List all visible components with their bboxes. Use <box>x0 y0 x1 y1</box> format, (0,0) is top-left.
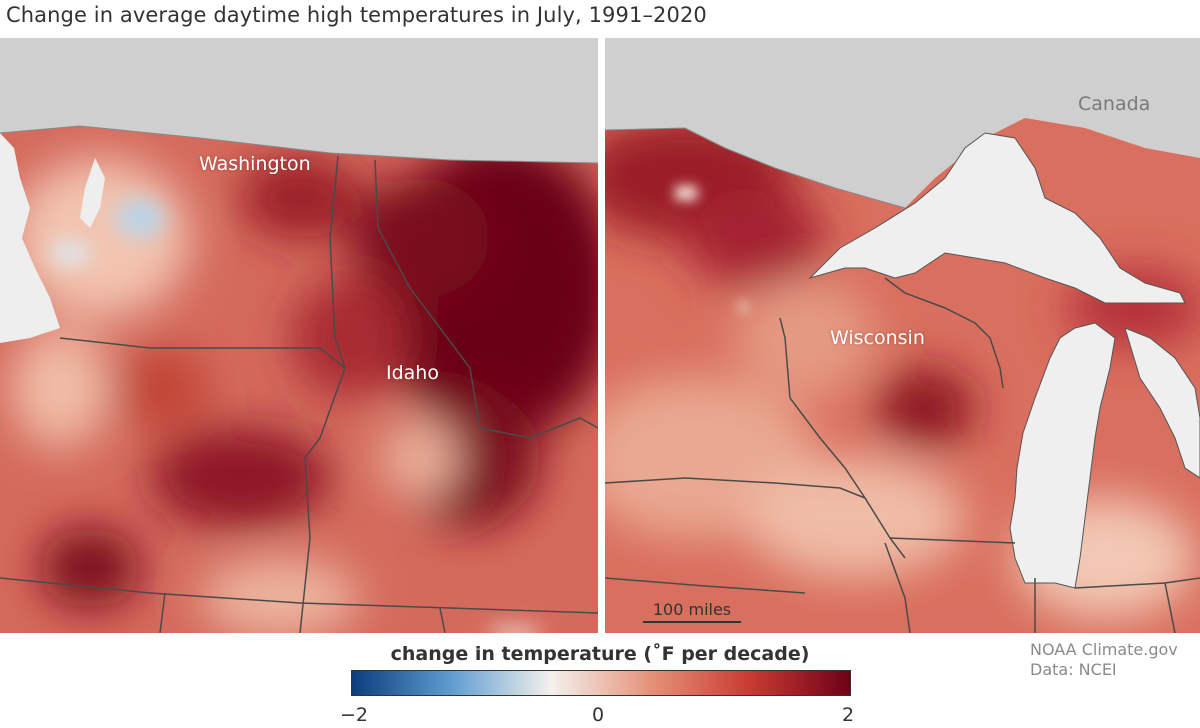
map-panel-east <box>605 38 1200 633</box>
state-borders-west <box>0 155 598 633</box>
panel-divider <box>598 38 605 633</box>
puget-sound <box>80 158 105 228</box>
map-east-svg <box>605 38 1200 633</box>
temperature-anomaly-field-west <box>0 126 598 633</box>
map-west-svg <box>0 38 598 633</box>
lake-michigan <box>1009 322 1116 589</box>
scale-bar-line <box>643 621 741 623</box>
credit-data: Data: NCEI <box>1030 660 1117 679</box>
lake-superior <box>808 132 1186 304</box>
legend-color-ramp <box>351 670 851 696</box>
credit-block: NOAA Climate.gov Data: NCEI <box>1030 640 1198 680</box>
legend-tick-min: −2 <box>340 704 369 726</box>
map-title: Change in average daytime high temperatu… <box>6 3 707 27</box>
legend-tick-mid: 0 <box>592 704 605 726</box>
legend-title: change in temperature (˚F per decade) <box>390 643 810 665</box>
country-label-canada: Canada <box>1078 93 1151 115</box>
canada-border-east <box>605 127 906 209</box>
pacific-ocean <box>0 133 60 343</box>
lake-huron <box>1124 327 1200 479</box>
scale-bar-label: 100 miles <box>652 600 732 619</box>
state-label-washington: Washington <box>199 153 311 175</box>
map-panel-west <box>0 38 598 633</box>
canada-border-west <box>0 125 598 164</box>
state-label-wisconsin: Wisconsin <box>830 327 925 349</box>
legend-tick-max: 2 <box>842 704 855 726</box>
state-borders-east <box>605 277 1200 633</box>
state-label-idaho: Idaho <box>386 362 439 384</box>
scale-bar: 100 miles <box>643 600 741 623</box>
credit-source: NOAA Climate.gov <box>1030 640 1178 659</box>
